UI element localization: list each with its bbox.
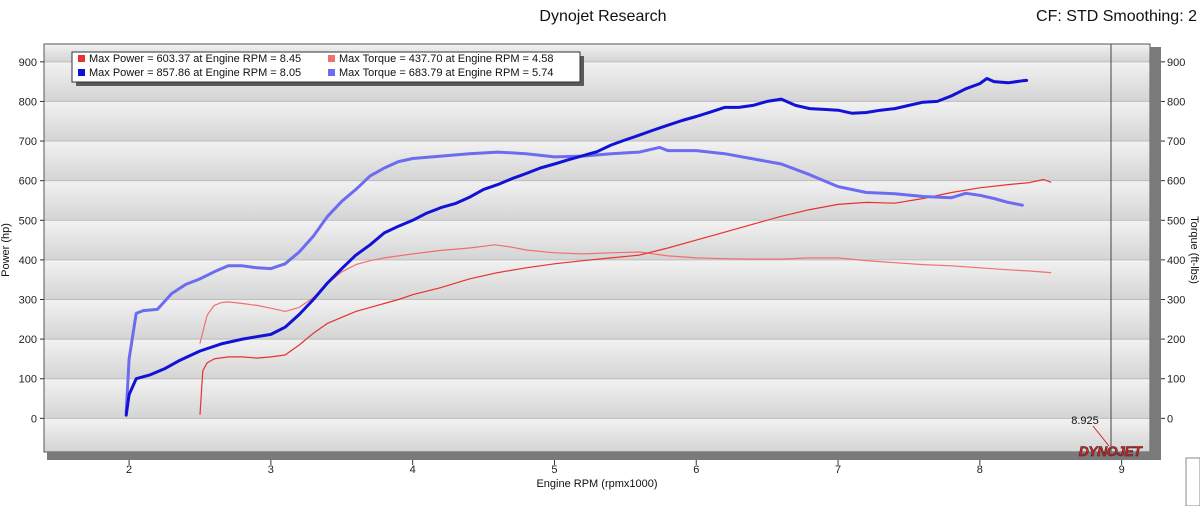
legend: Max Power = 603.37 at Engine RPM = 8.45 M… [71, 51, 584, 86]
plot-background [44, 44, 1150, 452]
x-tick-label: 7 [835, 464, 841, 476]
legend-swatch [78, 55, 85, 62]
series-line-1 [199, 178, 1052, 415]
grid-band [44, 418, 1150, 452]
x-tick-label: 6 [693, 464, 699, 476]
plot-shadow-right [1150, 47, 1161, 460]
y-tick-label-left: 400 [19, 255, 37, 267]
x-tick-label: 4 [410, 464, 416, 476]
y-tick-label-right: 100 [1167, 374, 1185, 386]
series-line-2 [124, 77, 1029, 417]
legend-entry: Max Torque = 683.79 at Engine RPM = 5.74 [339, 67, 553, 79]
grid-band [44, 339, 1150, 379]
y-axis-label-right: Torque (ft-lbs) [1188, 216, 1200, 284]
y-tick-label-left: 500 [19, 215, 37, 227]
chart-title: Dynojet Research [539, 8, 666, 25]
y-tick-label-right: 200 [1167, 334, 1185, 346]
x-tick-label: 5 [551, 464, 557, 476]
plot-shadow-bottom [47, 452, 1161, 460]
y-tick-label-left: 0 [31, 413, 37, 425]
legend-swatch [328, 69, 335, 76]
y-tick-label-left: 900 [19, 57, 37, 69]
y-tick-label-left: 800 [19, 96, 37, 108]
y-tick-label-right: 300 [1167, 294, 1185, 306]
y-tick-label-left: 700 [19, 136, 37, 148]
svg-text:DYNOJET: DYNOJET [1079, 443, 1144, 459]
x-tick-label: 8 [977, 464, 983, 476]
y-tick-label-right: 900 [1167, 57, 1185, 69]
legend-entry: Max Power = 857.86 at Engine RPM = 8.05 [89, 67, 301, 79]
series-line-4 [124, 145, 1024, 414]
x-tick-label: 3 [268, 464, 274, 476]
y-tick-label-right: 400 [1167, 255, 1185, 267]
y-tick-label-right: 600 [1167, 176, 1185, 188]
grid-band [44, 259, 1150, 300]
y-axis-label-left: Power (hp) [0, 223, 12, 277]
legend-box [71, 51, 581, 83]
y-tick-label-left: 300 [19, 294, 37, 306]
y-tick-label-right: 500 [1167, 215, 1185, 227]
cf-smoothing-label: CF: STD Smoothing: 2 [1036, 8, 1197, 25]
scroll-handle[interactable] [1185, 457, 1200, 507]
y-tick-label-right: 0 [1167, 413, 1173, 425]
grid-band [44, 180, 1150, 221]
axis-ticks: 0 0 100 100 200 200 300 300 400 400 500 500 600 600 70… [19, 57, 1186, 476]
cursor-layer[interactable]: 8.925 [1071, 44, 1112, 452]
cursor-value-label: 8.925 [1071, 415, 1099, 427]
series-layer [124, 77, 1052, 417]
cursor-pointer [1092, 425, 1110, 447]
dynojet-logo: DYNOJET [1078, 443, 1144, 460]
legend-entry: Max Torque = 437.70 at Engine RPM = 4.58 [339, 53, 553, 65]
x-tick-label: 2 [126, 464, 132, 476]
grid-band [44, 299, 1150, 340]
legend-entry: Max Power = 603.37 at Engine RPM = 8.45 [89, 53, 301, 65]
x-tick-label: 9 [1119, 464, 1125, 476]
x-axis-label: Engine RPM (rpmx1000) [536, 478, 657, 490]
y-tick-label-right: 800 [1167, 96, 1185, 108]
grid-band [44, 378, 1150, 419]
series-line-3 [199, 244, 1052, 344]
legend-swatch [78, 69, 85, 76]
legend-swatch [328, 55, 335, 62]
gridlines [44, 61, 1150, 419]
y-tick-label-left: 100 [19, 374, 37, 386]
grid-band [44, 141, 1150, 181]
y-tick-label-left: 600 [19, 176, 37, 188]
grid-band [44, 101, 1150, 142]
y-tick-label-right: 700 [1167, 136, 1185, 148]
y-tick-label-left: 200 [19, 334, 37, 346]
